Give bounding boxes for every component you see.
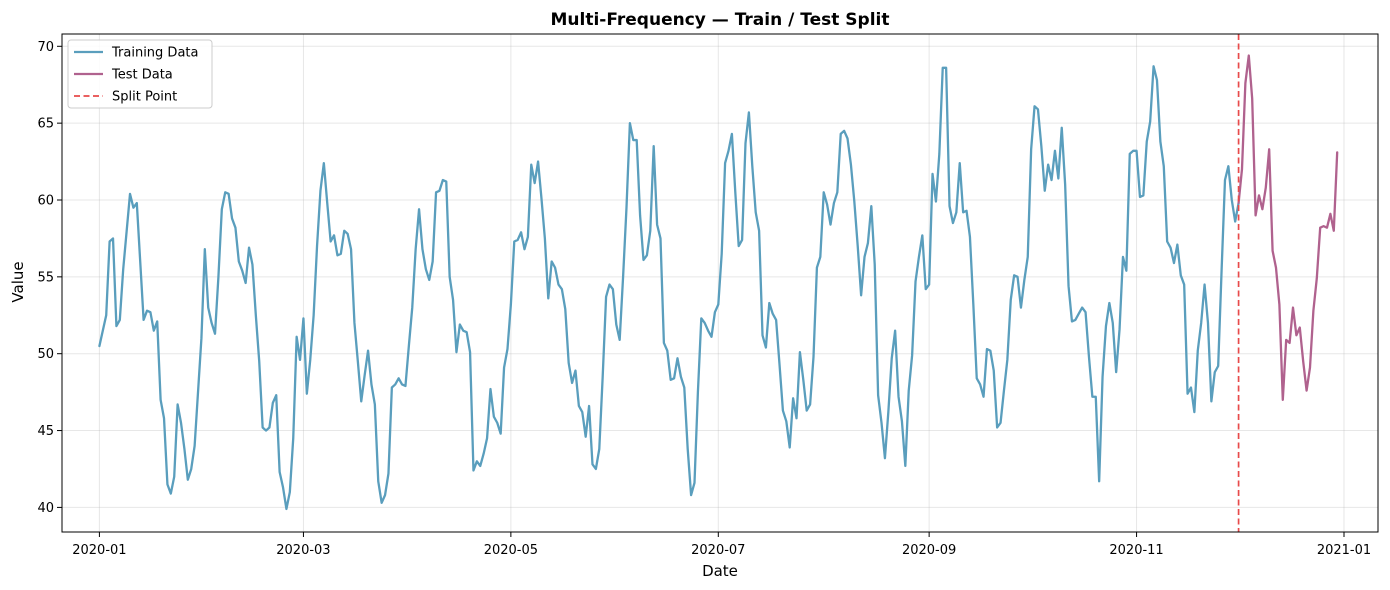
x-tick-label: 2020-05	[484, 543, 538, 558]
y-axis-label: Value	[9, 261, 27, 302]
training-data-line	[98, 65, 1240, 511]
y-tick-label: 70	[37, 40, 54, 55]
legend: Training Data Test Data Split Point	[67, 39, 213, 109]
x-tick-label: 2020-11	[1109, 543, 1163, 558]
x-tick-label: 2020-03	[276, 543, 330, 558]
y-tick-label: 55	[37, 270, 54, 285]
y-tick-label: 50	[37, 347, 54, 362]
y-tick-label: 40	[37, 501, 54, 516]
legend-box	[67, 39, 213, 109]
x-tick-label: 2021-01	[1317, 543, 1371, 558]
legend-test-label: Test Data	[111, 68, 173, 83]
y-tick-label: 65	[37, 117, 54, 132]
x-tick-label: 2020-07	[691, 543, 745, 558]
y-tick-label: 45	[37, 424, 54, 439]
axis-ticks: 2020-01 2020-03 2020-05 2020-07 2020-09 2020-…	[37, 40, 1371, 558]
legend-training-label: Training Data	[111, 46, 198, 61]
chart-title: Multi-Frequency — Train / Test Split	[551, 10, 890, 30]
plot-frame	[61, 33, 1379, 533]
y-tick-label: 60	[37, 194, 54, 209]
x-tick-label: 2020-01	[72, 543, 126, 558]
legend-split-label: Split Point	[112, 90, 177, 105]
x-tick-label: 2020-09	[902, 543, 956, 558]
test-data-line	[1237, 54, 1339, 401]
x-axis-label: Date	[702, 562, 738, 580]
series-layer	[98, 54, 1339, 511]
